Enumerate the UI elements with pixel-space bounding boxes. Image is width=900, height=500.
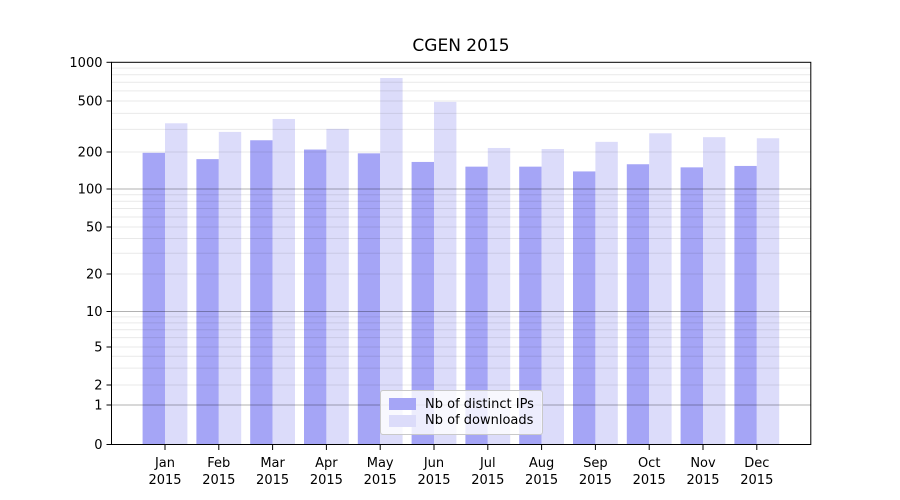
bar-distinct-ips-apr [304, 149, 327, 445]
legend-row-distinct-ips: Nb of distinct IPs [385, 398, 538, 411]
bar-distinct-ips-nov [680, 167, 703, 445]
y-tick-label-1000: 1000 [69, 56, 102, 71]
y-tick-label-200: 200 [78, 146, 103, 161]
y-axis: 0 1 2 5 10 20 50 100 200 500 1000 [69, 56, 112, 453]
bar-distinct-ips-jan [142, 152, 165, 445]
x-tick-label-jan: Jan [154, 456, 175, 471]
bar-downloads-aug [541, 149, 564, 445]
x-tick-label-nov-year: 2015 [686, 473, 719, 488]
x-tick-label-may: May [367, 456, 394, 471]
x-tick-label-feb-year: 2015 [202, 473, 235, 488]
bar-distinct-ips-dec [734, 165, 757, 445]
chart-title: CGEN 2015 [412, 36, 509, 56]
bar-distinct-ips-aug [519, 166, 542, 445]
y-tick-label-500: 500 [78, 95, 103, 110]
bar-downloads-feb [218, 131, 242, 445]
y-tick-label-100: 100 [78, 183, 103, 198]
bar-downloads-sep [595, 141, 618, 445]
bar-distinct-ips-jun [411, 161, 434, 445]
plot-border [111, 61, 812, 446]
y-tick-label-20: 20 [86, 268, 103, 283]
bar-downloads-nov [703, 137, 726, 445]
x-tick-label-apr-year: 2015 [310, 473, 343, 488]
y-tick-label-5: 5 [94, 341, 102, 356]
y-tick-label-1: 1 [94, 399, 102, 414]
x-tick-label-sep: Sep [583, 456, 608, 471]
bar-distinct-ips-oct [626, 164, 650, 445]
x-tick-label-jun-year: 2015 [417, 473, 450, 488]
x-tick-label-jun: Jun [423, 456, 444, 471]
x-tick-label-aug-year: 2015 [525, 473, 558, 488]
bar-downloads-apr [326, 128, 349, 445]
y-tick-label-2: 2 [94, 379, 102, 394]
bar-downloads-jun [434, 101, 457, 445]
bar-downloads-oct [649, 133, 672, 445]
bar-downloads-dec [756, 138, 780, 445]
y-tick-label-10: 10 [86, 305, 103, 320]
grid-layer [111, 67, 811, 406]
x-tick-label-jul: Jul [479, 456, 496, 471]
bar-distinct-ips-feb [196, 159, 219, 445]
bar-downloads-may [380, 77, 403, 445]
x-tick-label-may-year: 2015 [364, 473, 397, 488]
x-tick-label-nov: Nov [690, 456, 716, 471]
bar-downloads-mar [272, 118, 295, 445]
legend: Nb of distinct IPs Nb of downloads [380, 390, 543, 435]
x-tick-label-dec: Dec [744, 456, 769, 471]
legend-label-downloads: Nb of downloads [425, 413, 534, 429]
bar-distinct-ips-sep [573, 171, 596, 445]
legend-swatch-distinct-ips [389, 398, 416, 411]
x-axis: Jan 2015 Feb 2015 Mar 2015 Apr 2015 May 2015 Jun 20… [148, 444, 773, 488]
bar-downloads-jul [487, 147, 511, 445]
bar-downloads-jan [165, 123, 188, 445]
x-tick-label-jan-year: 2015 [148, 473, 181, 488]
y-tick-label-0: 0 [94, 438, 102, 453]
bar-distinct-ips-may [357, 153, 381, 445]
legend-row-downloads: Nb of downloads [385, 414, 538, 427]
bar-distinct-ips-jul [465, 166, 488, 445]
x-tick-label-jul-year: 2015 [471, 473, 504, 488]
bars-layer [142, 77, 780, 445]
x-tick-label-dec-year: 2015 [740, 473, 773, 488]
x-tick-label-apr: Apr [315, 456, 338, 471]
legend-label-distinct-ips: Nb of distinct IPs [425, 396, 534, 412]
bar-distinct-ips-mar [250, 140, 273, 445]
x-tick-label-feb: Feb [207, 456, 230, 471]
y-tick-label-50: 50 [86, 221, 103, 236]
x-tick-label-aug: Aug [529, 456, 554, 471]
x-tick-label-oct: Oct [638, 456, 660, 471]
x-tick-label-mar: Mar [260, 456, 285, 471]
x-tick-label-sep-year: 2015 [579, 473, 612, 488]
x-tick-label-mar-year: 2015 [256, 473, 289, 488]
x-tick-label-oct-year: 2015 [633, 473, 666, 488]
legend-swatch-downloads [389, 414, 416, 427]
